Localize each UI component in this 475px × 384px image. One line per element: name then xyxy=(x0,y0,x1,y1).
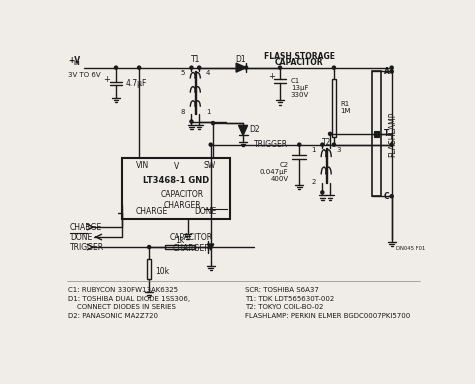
Text: 8: 8 xyxy=(180,109,184,115)
Circle shape xyxy=(321,191,324,194)
Text: 3V TO 6V: 3V TO 6V xyxy=(68,72,101,78)
Circle shape xyxy=(390,66,393,69)
Text: FLASHLAMP: FLASHLAMP xyxy=(389,111,398,157)
Text: VIN: VIN xyxy=(136,161,149,170)
Text: +V: +V xyxy=(68,56,80,65)
Circle shape xyxy=(321,143,324,146)
Circle shape xyxy=(332,66,335,69)
Text: T1: TDK LDT565630T-002: T1: TDK LDT565630T-002 xyxy=(246,296,334,301)
Text: D1: D1 xyxy=(236,55,246,65)
Bar xyxy=(371,71,381,196)
Text: T2: TOKYO COIL-BO-02: T2: TOKYO COIL-BO-02 xyxy=(246,304,324,310)
Text: T2: T2 xyxy=(322,138,331,147)
Text: CAPACITOR
CHARGER: CAPACITOR CHARGER xyxy=(170,233,213,253)
Circle shape xyxy=(245,66,247,69)
Text: CHARGE: CHARGE xyxy=(70,223,102,232)
Circle shape xyxy=(329,132,332,136)
Circle shape xyxy=(138,66,141,69)
Text: SW: SW xyxy=(204,161,216,170)
Circle shape xyxy=(390,143,393,146)
Text: C2
0.047μF
400V: C2 0.047μF 400V xyxy=(260,162,288,182)
Bar xyxy=(164,245,195,249)
Text: +: + xyxy=(268,72,275,81)
Circle shape xyxy=(278,66,282,69)
Text: +: + xyxy=(104,76,110,84)
Text: DONE: DONE xyxy=(194,207,216,216)
Polygon shape xyxy=(238,126,247,136)
Text: T1: T1 xyxy=(190,55,200,65)
Text: C1
13μF
330V: C1 13μF 330V xyxy=(291,78,309,98)
Text: V: V xyxy=(173,162,179,172)
Circle shape xyxy=(211,122,215,125)
Text: D2: PANASONIC MA2Z720: D2: PANASONIC MA2Z720 xyxy=(68,313,158,318)
Text: DONE: DONE xyxy=(70,233,92,242)
Circle shape xyxy=(332,143,335,146)
Text: TRIGGER: TRIGGER xyxy=(254,140,288,149)
Text: CONNECT DIODES IN SERIES: CONNECT DIODES IN SERIES xyxy=(68,304,176,310)
Bar xyxy=(147,259,151,279)
Text: CAPACITOR: CAPACITOR xyxy=(275,58,323,68)
Text: T: T xyxy=(384,129,389,138)
Circle shape xyxy=(148,245,151,248)
Text: CHARGE: CHARGE xyxy=(136,207,168,216)
Circle shape xyxy=(390,195,393,198)
Text: 4: 4 xyxy=(206,70,210,76)
Text: C: C xyxy=(384,192,389,201)
Bar xyxy=(332,79,336,137)
Circle shape xyxy=(390,70,393,73)
Polygon shape xyxy=(236,63,246,72)
Text: 2: 2 xyxy=(312,179,316,185)
Text: 1k: 1k xyxy=(175,236,184,245)
Text: 1: 1 xyxy=(312,147,316,153)
Bar xyxy=(122,158,230,219)
Text: DN045 F01: DN045 F01 xyxy=(396,246,425,251)
Text: 4.7μF: 4.7μF xyxy=(125,79,147,88)
Text: SCR: TOSHIBA S6A37: SCR: TOSHIBA S6A37 xyxy=(246,287,319,293)
Text: TRIGGER: TRIGGER xyxy=(70,243,104,252)
Text: A: A xyxy=(384,67,390,76)
Text: LT3468-1 GND: LT3468-1 GND xyxy=(143,176,209,185)
Circle shape xyxy=(198,66,201,69)
Text: FLASH STORAGE: FLASH STORAGE xyxy=(264,52,335,61)
Text: IN: IN xyxy=(74,61,80,66)
Polygon shape xyxy=(208,244,214,250)
Text: 3: 3 xyxy=(336,147,341,153)
Text: 10k: 10k xyxy=(155,267,170,276)
Text: 5: 5 xyxy=(180,70,184,76)
Circle shape xyxy=(209,143,212,146)
Text: FLASHLAMP: PERKIN ELMER BGDC0007PKI5700: FLASHLAMP: PERKIN ELMER BGDC0007PKI5700 xyxy=(246,313,410,318)
Circle shape xyxy=(298,143,301,146)
Circle shape xyxy=(190,120,193,123)
Text: 1: 1 xyxy=(206,109,210,115)
Text: R1
1M: R1 1M xyxy=(340,101,351,114)
Text: CAPACITOR
CHARGER: CAPACITOR CHARGER xyxy=(161,190,204,210)
Text: D1: TOSHIBA DUAL DIODE 1SS306,: D1: TOSHIBA DUAL DIODE 1SS306, xyxy=(68,296,190,301)
Text: D2: D2 xyxy=(249,125,260,134)
Bar xyxy=(374,131,379,137)
Text: C1: RUBYCON 330FW13AK6325: C1: RUBYCON 330FW13AK6325 xyxy=(68,287,178,293)
Circle shape xyxy=(190,66,193,69)
Circle shape xyxy=(114,66,117,69)
